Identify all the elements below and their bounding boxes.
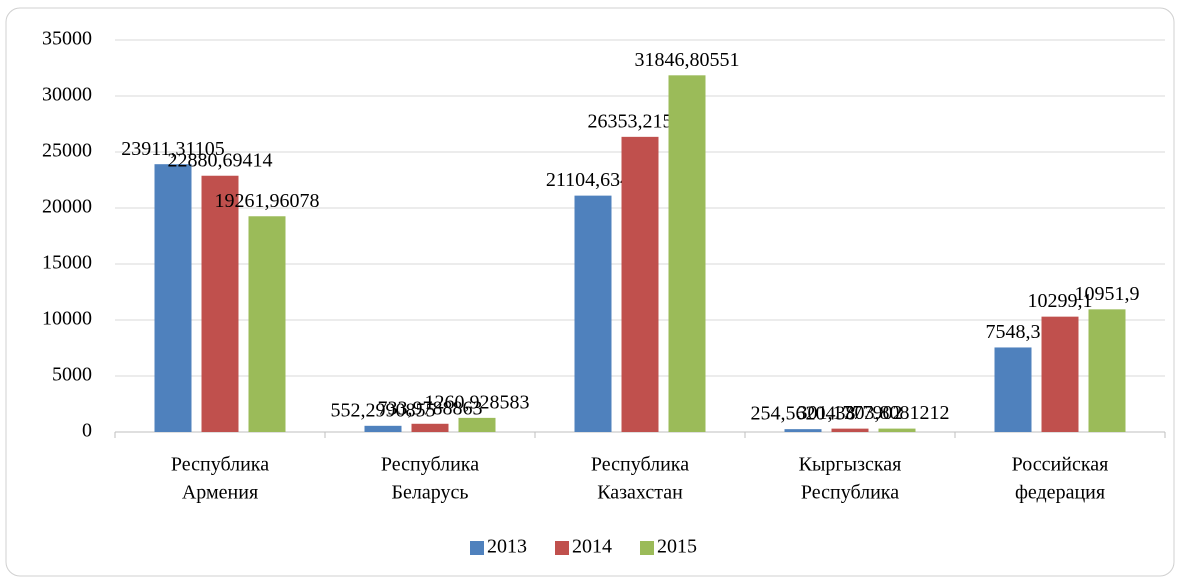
bar [831,428,869,432]
data-label: 19261,96078 [215,190,320,212]
x-tick-label: Армения [182,482,258,504]
y-tick-label: 10000 [42,308,92,330]
bar [248,216,286,432]
data-label: 1260,928583 [425,391,530,413]
bar [668,75,706,432]
x-tick-label: Республика [591,454,689,476]
data-label: 10951,9 [1075,283,1140,305]
legend-swatch [640,541,654,555]
y-tick-label: 15000 [42,252,92,274]
y-tick-label: 30000 [42,84,92,106]
legend-label: 2014 [572,536,612,558]
bar [411,423,449,432]
data-label: 303,8081212 [845,402,950,424]
bar [994,347,1032,432]
bar [784,429,822,432]
y-tick-label: 35000 [42,28,92,50]
data-label: 23911,31105 [121,138,225,160]
x-tick-label: Республика [801,482,899,504]
bar [574,195,612,432]
bar [1088,309,1126,432]
x-tick-label: Беларусь [392,482,469,504]
bar [1041,316,1079,432]
bar [878,428,916,432]
legend-label: 2015 [657,536,697,558]
legend-swatch [555,541,569,555]
y-tick-label: 25000 [42,140,92,162]
bar [621,136,659,432]
x-tick-label: Российская [1012,454,1109,476]
bar [201,175,239,433]
data-label: 733,9788863 [378,397,483,419]
data-label: 26353,21528 [588,110,693,132]
x-tick-label: федерация [1015,482,1105,504]
data-label: 21104,6345 [546,169,640,191]
y-tick-label: 0 [82,420,92,442]
data-label: 7548,3 [986,321,1041,343]
bar [364,425,402,432]
data-label: 552,2990855 [331,399,436,421]
bar [458,417,496,432]
data-label: 10299,1 [1028,290,1093,312]
x-tick-label: Казахстан [597,482,683,504]
data-label: 22880,69414 [168,149,273,171]
data-label: 254,5620438 [751,403,856,425]
data-label: 301,1777902 [798,402,903,424]
bar [154,164,192,433]
x-tick-label: Республика [381,454,479,476]
legend-label: 2013 [487,536,527,558]
legend-swatch [470,541,484,555]
y-tick-label: 5000 [52,364,92,386]
y-tick-label: 20000 [42,196,92,218]
data-label: 31846,80551 [635,49,740,71]
x-tick-label: Кыргызская [799,454,902,476]
x-tick-label: Республика [171,454,269,476]
